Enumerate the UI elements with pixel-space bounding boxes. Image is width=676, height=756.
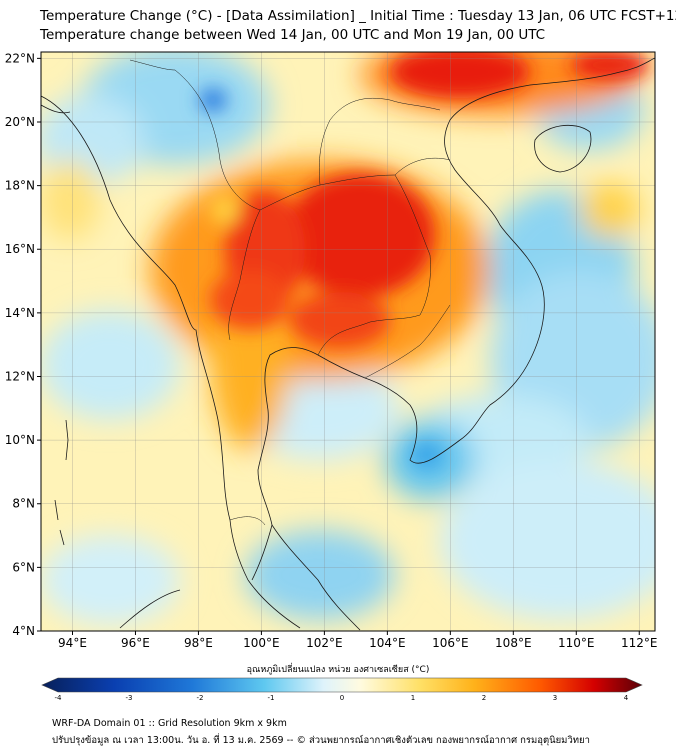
- lon-tick-label: 112°E: [621, 636, 658, 650]
- lat-tick-label: 20°N: [5, 115, 35, 129]
- lat-tick-label: 14°N: [5, 306, 35, 320]
- lat-tick-label: 10°N: [5, 433, 35, 447]
- colorbar-tick-label: -1: [268, 694, 275, 702]
- map-frame: [40, 51, 656, 632]
- lat-tick-label: 4°N: [12, 624, 35, 638]
- colorbar-tick-label: -3: [126, 694, 133, 702]
- lat-tick-label: 12°N: [5, 369, 35, 383]
- footer-credit: ปรับปรุงข้อมูล ณ เวลา 13:00น. วัน อ. ที่…: [52, 735, 590, 746]
- lon-tick-label: 104°E: [369, 636, 406, 650]
- lon-tick-label: 96°E: [121, 636, 150, 650]
- colorbar-tick-label: -4: [55, 694, 63, 702]
- lon-tick-label: 106°E: [432, 636, 469, 650]
- colorbar-tick-label: 0: [340, 694, 344, 702]
- map-title: Temperature Change (°C) - [Data Assimila…: [40, 8, 676, 24]
- footer-model-info: WRF-DA Domain 01 :: Grid Resolution 9km …: [52, 718, 287, 729]
- lon-tick-label: 102°E: [306, 636, 343, 650]
- map-subtitle: Temperature change between Wed 14 Jan, 0…: [40, 27, 546, 43]
- temperature-field: [41, 52, 655, 631]
- lat-tick-label: 18°N: [5, 179, 35, 193]
- colorbar-tick-label: 4: [624, 694, 629, 702]
- colorbar-label: อุณหภูมิเปลี่ยนแปลง หน่วย องศาเซลเซียส (…: [246, 665, 430, 675]
- colorbar-ticks: -4 -3 -2 -1 0 1 2 3 4: [55, 694, 629, 702]
- lon-tick-label: 100°E: [243, 636, 280, 650]
- lat-tick-label: 22°N: [5, 51, 35, 65]
- colorbar-gradient: [41, 677, 643, 693]
- lat-tick-label: 6°N: [12, 560, 35, 574]
- colorbar-tick-label: -2: [197, 694, 204, 702]
- country-borders: [129, 59, 451, 526]
- coastlines: [41, 57, 655, 631]
- lat-tick-label: 16°N: [5, 242, 35, 256]
- colorbar-tick-label: 1: [411, 694, 415, 702]
- gridlines: [41, 52, 655, 631]
- lon-tick-label: 110°E: [558, 636, 595, 650]
- lon-tick-label: 98°E: [184, 636, 213, 650]
- lat-tick-label: 8°N: [12, 497, 35, 511]
- lon-tick-label: 94°E: [58, 636, 87, 650]
- latitude-axis: 22°N 20°N 18°N 16°N 14°N 12°N 10°N 8°N 6°N 4°N: [5, 51, 41, 638]
- colorbar-tick-label: 2: [482, 694, 486, 702]
- colorbar: -4 -3 -2 -1 0 1 2 3 4: [41, 677, 643, 702]
- colorbar-tick-label: 3: [553, 694, 557, 702]
- longitude-axis: 94°E 96°E 98°E 100°E 102°E 104°E 106°E 108°E 110…: [58, 631, 658, 650]
- lon-tick-label: 108°E: [495, 636, 532, 650]
